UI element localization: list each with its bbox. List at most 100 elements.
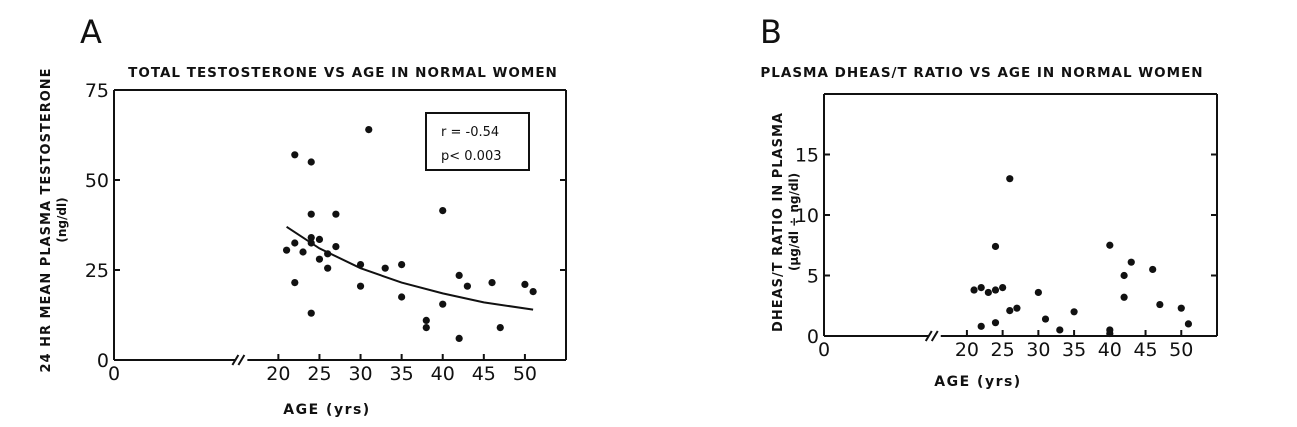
y-tick-label-b: 10	[795, 205, 819, 227]
data-point-a	[529, 288, 537, 296]
axis-break-mark-2-b	[930, 330, 939, 342]
x-tick-label-b: 25	[991, 339, 1015, 361]
x-axis-label-a: AGE (yrs)	[283, 402, 370, 418]
data-point-a	[455, 271, 463, 279]
data-point-a	[398, 261, 406, 269]
x-tick-label-b: 35	[1062, 339, 1086, 361]
x-tick-label-a: 0	[108, 363, 120, 385]
data-point-a	[315, 235, 324, 243]
x-tick-label-b: 40	[1098, 339, 1122, 361]
data-point-b	[977, 284, 985, 292]
data-point-a	[365, 126, 373, 134]
x-tick-label-a: 40	[431, 363, 455, 385]
data-point-a	[332, 210, 340, 218]
data-point-b	[1056, 326, 1064, 334]
data-point-b	[1184, 320, 1193, 328]
regression-curve-a	[286, 225, 534, 311]
data-point-a	[332, 243, 340, 251]
data-point-a	[291, 279, 299, 287]
data-point-a	[439, 300, 447, 308]
data-point-a	[324, 264, 332, 272]
stats-box-a	[425, 112, 530, 171]
data-point-b	[1013, 304, 1021, 312]
x-tick-label-b: 0	[818, 339, 830, 361]
data-point-a	[356, 282, 365, 290]
y-tick-label-a: 25	[85, 260, 109, 282]
data-point-b	[1034, 288, 1042, 297]
data-point-a	[439, 207, 447, 215]
y-axis-label-b: DHEAS/T RATIO IN PLASMA	[771, 112, 786, 332]
axis-break-mark-2-a	[237, 354, 246, 366]
data-point-b	[1006, 306, 1014, 315]
panel-b: B PLASMA DHEAS/T RATIO VS AGE IN NORMAL …	[760, 13, 1218, 390]
x-tick-label-b: 45	[1133, 339, 1157, 361]
x-tick-label-b: 20	[955, 339, 979, 361]
data-point-b	[1041, 315, 1050, 323]
chart-title-b: PLASMA DHEAS/T RATIO VS AGE IN NORMAL WO…	[760, 65, 1203, 81]
axis-break-mark-1-a	[231, 354, 240, 366]
data-point-a	[307, 309, 315, 317]
data-point-b	[1120, 293, 1128, 301]
data-point-b	[1106, 241, 1114, 249]
data-point-a	[291, 239, 299, 247]
data-point-a	[307, 158, 315, 166]
x-tick-label-b: 50	[1169, 339, 1193, 361]
data-point-b	[1149, 265, 1157, 274]
x-axis-label-b: AGE (yrs)	[934, 374, 1021, 390]
y-tick-label-a: 0	[97, 350, 109, 372]
data-point-b	[1106, 329, 1114, 338]
data-point-a	[299, 248, 307, 256]
data-point-b	[977, 322, 985, 330]
data-point-b	[1070, 308, 1078, 316]
data-point-b	[991, 242, 1000, 251]
p-value-label: p< 0.003	[441, 149, 502, 164]
panel-letter-b: B	[760, 13, 782, 51]
x-tick-label-a: 50	[513, 363, 537, 385]
data-point-b	[1006, 175, 1014, 183]
data-point-a	[282, 246, 291, 254]
data-point-a	[324, 250, 332, 258]
data-point-b	[1177, 304, 1185, 312]
data-point-a	[307, 239, 315, 247]
data-point-a	[356, 261, 365, 269]
data-point-b	[991, 286, 1000, 294]
x-tick-label-a: 45	[472, 363, 496, 385]
data-point-a	[307, 210, 315, 218]
panel-letter-a: A	[80, 13, 102, 51]
y-tick-label-a: 75	[85, 80, 109, 102]
data-point-b	[1120, 271, 1128, 280]
data-point-b	[970, 286, 978, 294]
x-tick-label-a: 20	[266, 363, 290, 385]
data-point-a	[381, 264, 389, 272]
y-tick-label-b: 5	[807, 266, 819, 288]
x-tick-label-a: 30	[348, 363, 372, 385]
y-axis-label-a: 24 HR MEAN PLASMA TESTOSTERONE	[39, 67, 54, 372]
data-point-b	[991, 319, 1000, 327]
x-tick-label-a: 35	[390, 363, 414, 385]
data-point-a	[315, 255, 324, 263]
y-axis-unit-a: (ng/dl)	[55, 197, 69, 242]
correlation-label: r = -0.54	[441, 125, 499, 140]
axis-break-mark-1-b	[924, 330, 933, 342]
plot-area-a: 0 20 25 30 35 40 45 50 0 25 50 75	[85, 80, 567, 385]
y-tick-label-b: 15	[795, 145, 819, 167]
data-point-a	[455, 334, 463, 342]
data-point-a	[488, 279, 496, 287]
data-point-a	[307, 234, 315, 242]
y-axis-unit-b: (µg/dl ÷ ng/dl)	[787, 173, 801, 271]
chart-title-a: TOTAL TESTOSTERONE VS AGE IN NORMAL WOME…	[128, 65, 558, 81]
data-point-b	[999, 284, 1007, 292]
panel-a: A TOTAL TESTOSTERONE VS AGE IN NORMAL WO…	[39, 13, 567, 418]
data-point-a	[398, 293, 406, 301]
data-point-b	[1127, 258, 1135, 266]
data-point-b	[1156, 300, 1164, 309]
data-point-a	[496, 324, 504, 332]
data-point-a	[422, 316, 430, 324]
x-tick-label-b: 30	[1026, 339, 1050, 361]
data-point-a	[463, 282, 471, 290]
data-point-a	[291, 151, 299, 159]
y-tick-label-b: 0	[807, 326, 819, 348]
data-point-a	[422, 324, 430, 332]
data-point-a	[521, 280, 529, 288]
